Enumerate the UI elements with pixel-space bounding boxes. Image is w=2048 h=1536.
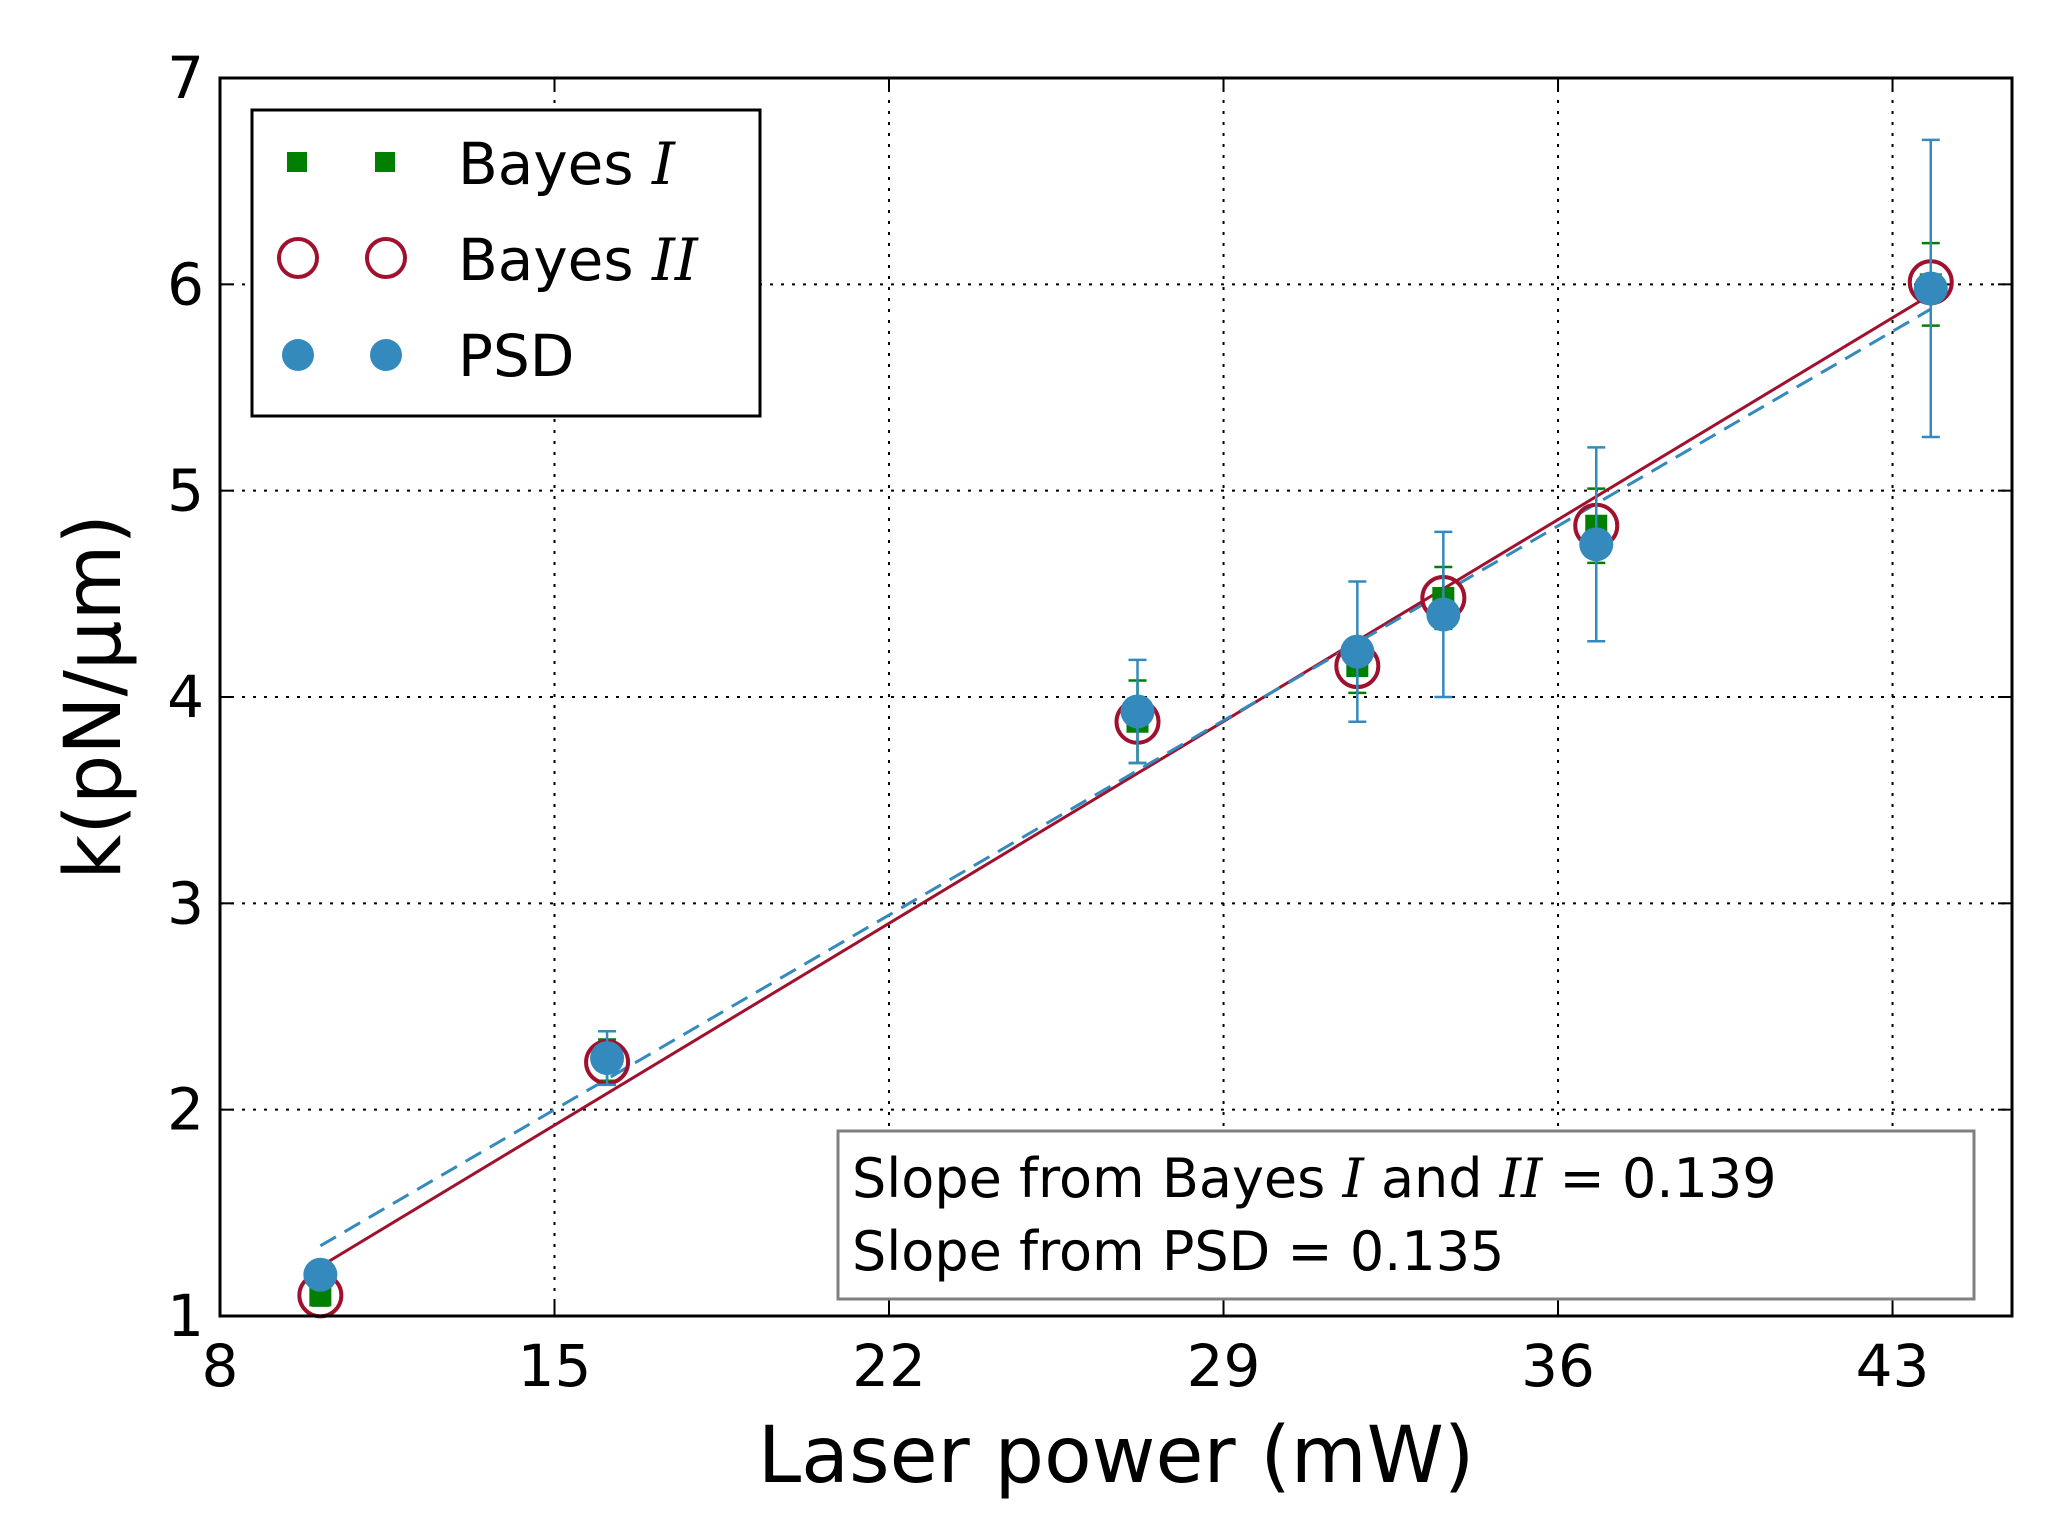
annotation-line-1: Slope from Bayes I and II = 0.139 [852,1147,1777,1210]
x-tick-label: 43 [1856,1332,1930,1400]
psd-point [590,1041,625,1076]
psd-point [1340,634,1375,669]
x-tick-label: 8 [202,1332,239,1400]
data-points [297,138,1954,1319]
x-tick-label: 36 [1521,1332,1595,1400]
fit-lines [319,293,1932,1268]
psd-point [1120,694,1155,729]
legend-marker-psd [282,339,314,371]
psd-point [1579,527,1614,562]
x-axis-title: Laser power (mW) [758,1411,1475,1501]
psd-point [1913,271,1948,306]
x-tick-label: 29 [1187,1332,1261,1400]
axis-ticks: 8 15 22 29 36 43 1 2 3 4 5 6 7 [167,44,2012,1400]
legend-marker-bayes-i [375,152,395,172]
legend-label-psd: PSD [458,322,574,390]
y-tick-label: 6 [167,250,204,318]
fit-line [319,307,1932,1248]
slope-annotation: Slope from Bayes I and II = 0.139 Slope … [836,1129,1976,1301]
y-tick-label: 2 [167,1076,204,1144]
legend-marker-bayes-ii [277,237,319,279]
annotation-line-2: Slope from PSD = 0.135 [852,1220,1504,1283]
psd-point [303,1257,338,1292]
y-axis-title: k(pN/μm) [49,514,139,880]
legend: Bayes I Bayes II PSD [250,108,762,418]
y-tick-label: 7 [167,44,204,112]
x-tick-label: 22 [852,1332,926,1400]
x-tick-label: 15 [518,1332,592,1400]
y-tick-label: 3 [167,869,204,937]
annotation-box [836,1129,1976,1301]
legend-marker-psd [370,339,402,371]
legend-box [250,108,762,418]
y-tick-label: 4 [167,663,204,731]
legend-label-bayes-i: Bayes I [458,130,676,198]
legend-label-bayes-ii: Bayes II [458,226,699,294]
psd-point [1426,597,1461,632]
y-tick-label: 5 [167,457,204,525]
legend-marker-bayes-ii [365,237,407,279]
fit-line [319,293,1932,1268]
y-tick-label: 1 [167,1282,204,1350]
legend-marker-bayes-i [287,152,307,172]
